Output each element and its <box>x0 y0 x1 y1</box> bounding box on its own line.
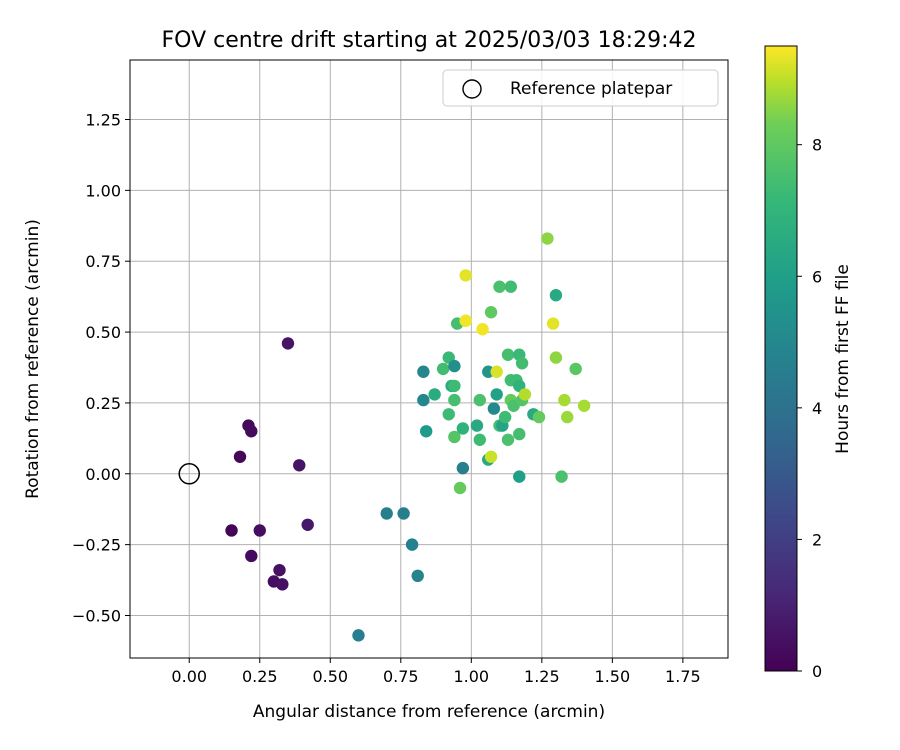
data-point <box>428 388 441 401</box>
data-point <box>484 450 498 463</box>
legend: Reference platepar <box>442 69 719 107</box>
legend-marker-icon <box>462 79 482 99</box>
x-tick-label: 1.25 <box>524 667 560 686</box>
data-point <box>569 362 582 376</box>
data-point <box>245 425 258 438</box>
colorbar-tick-label: 0 <box>812 662 822 681</box>
colorbar-label: Hours from first FF file <box>833 264 853 454</box>
data-point <box>276 578 289 591</box>
data-point <box>473 433 486 446</box>
data-point <box>490 388 503 401</box>
data-point <box>558 393 571 407</box>
x-axis-ticks: 0.00 0.25 0.50 0.75 1.00 1.25 1.50 1.75 <box>171 658 701 686</box>
x-tick-label: 0.75 <box>383 667 419 686</box>
data-point <box>501 433 515 446</box>
data-point <box>233 450 247 463</box>
data-point <box>281 337 295 350</box>
data-point <box>442 408 455 421</box>
data-point <box>293 459 306 472</box>
data-point <box>484 306 498 319</box>
y-tick-label: 0.25 <box>85 394 121 413</box>
data-point <box>448 393 461 407</box>
y-tick-label: 1.25 <box>85 111 121 130</box>
legend-label: Reference platepar <box>510 79 672 99</box>
colorbar-gradient <box>764 45 798 672</box>
data-point <box>490 365 503 378</box>
data-point <box>448 379 461 393</box>
data-point <box>541 232 554 245</box>
data-point <box>301 518 314 531</box>
y-axis-ticks: −0.50 −0.25 0.00 0.25 0.50 0.75 1.00 1.25 <box>72 111 130 625</box>
data-point <box>501 348 515 361</box>
data-point <box>456 422 470 435</box>
data-point <box>459 314 472 327</box>
x-tick-label: 1.00 <box>453 667 489 686</box>
data-point <box>513 427 526 441</box>
data-point <box>436 362 450 376</box>
colorbar-tick-label: 6 <box>812 267 822 286</box>
data-point <box>417 393 430 407</box>
y-tick-label: 0.50 <box>85 323 121 342</box>
data-point <box>476 323 489 336</box>
y-tick-label: 1.00 <box>85 181 121 200</box>
x-axis-label: Angular distance from reference (arcmin) <box>253 702 605 722</box>
colorbar-tick-label: 4 <box>812 399 822 418</box>
y-tick-label: −0.50 <box>72 606 121 625</box>
data-point <box>561 410 574 424</box>
data-point <box>549 351 563 364</box>
data-point <box>504 280 518 293</box>
x-tick-label: 0.50 <box>312 667 348 686</box>
colorbar-tick-label: 8 <box>812 136 822 155</box>
data-point <box>487 402 501 415</box>
data-point <box>459 269 472 282</box>
data-point <box>473 393 486 407</box>
data-point <box>549 289 563 302</box>
y-tick-label: 0.75 <box>85 252 121 271</box>
data-point <box>546 317 560 330</box>
data-point <box>411 569 424 583</box>
reference-marker <box>178 463 200 485</box>
y-axis-label: Rotation from reference (arcmin) <box>23 219 43 499</box>
data-point <box>456 461 470 475</box>
colorbar-tick-label: 2 <box>812 530 822 549</box>
chart-title: FOV centre drift starting at 2025/03/03 … <box>162 28 697 53</box>
data-point <box>513 470 526 483</box>
colorbar-ticks: 0 2 4 6 8 <box>797 136 822 681</box>
data-point <box>555 470 568 483</box>
y-tick-label: −0.25 <box>72 536 121 555</box>
data-point <box>417 365 430 378</box>
data-point <box>448 359 461 373</box>
reference-platepar-point <box>178 463 200 485</box>
colorbar: 0 2 4 6 8 Hours from first FF file <box>764 45 853 681</box>
x-tick-label: 1.50 <box>595 667 631 686</box>
data-point <box>225 524 238 537</box>
data-point <box>498 410 512 424</box>
data-point <box>405 538 419 551</box>
data-point <box>419 425 433 438</box>
data-point <box>493 280 506 293</box>
x-tick-label: 0.25 <box>242 667 278 686</box>
data-points <box>225 232 591 642</box>
data-point <box>453 481 467 495</box>
x-tick-label: 0.00 <box>171 667 207 686</box>
legend-box <box>442 69 719 107</box>
data-point <box>518 388 532 401</box>
data-point <box>253 524 266 537</box>
x-tick-label: 1.75 <box>665 667 701 686</box>
data-point <box>577 399 591 412</box>
data-point <box>397 507 410 520</box>
y-tick-label: 0.00 <box>85 465 121 484</box>
data-point <box>273 563 286 577</box>
data-point <box>515 357 529 370</box>
data-point <box>448 430 461 444</box>
data-point <box>380 507 393 520</box>
grid-lines <box>130 60 728 658</box>
data-point <box>470 419 484 432</box>
data-point <box>245 549 258 563</box>
plot-frame <box>129 59 729 659</box>
data-point <box>532 410 546 424</box>
data-point <box>352 629 365 642</box>
